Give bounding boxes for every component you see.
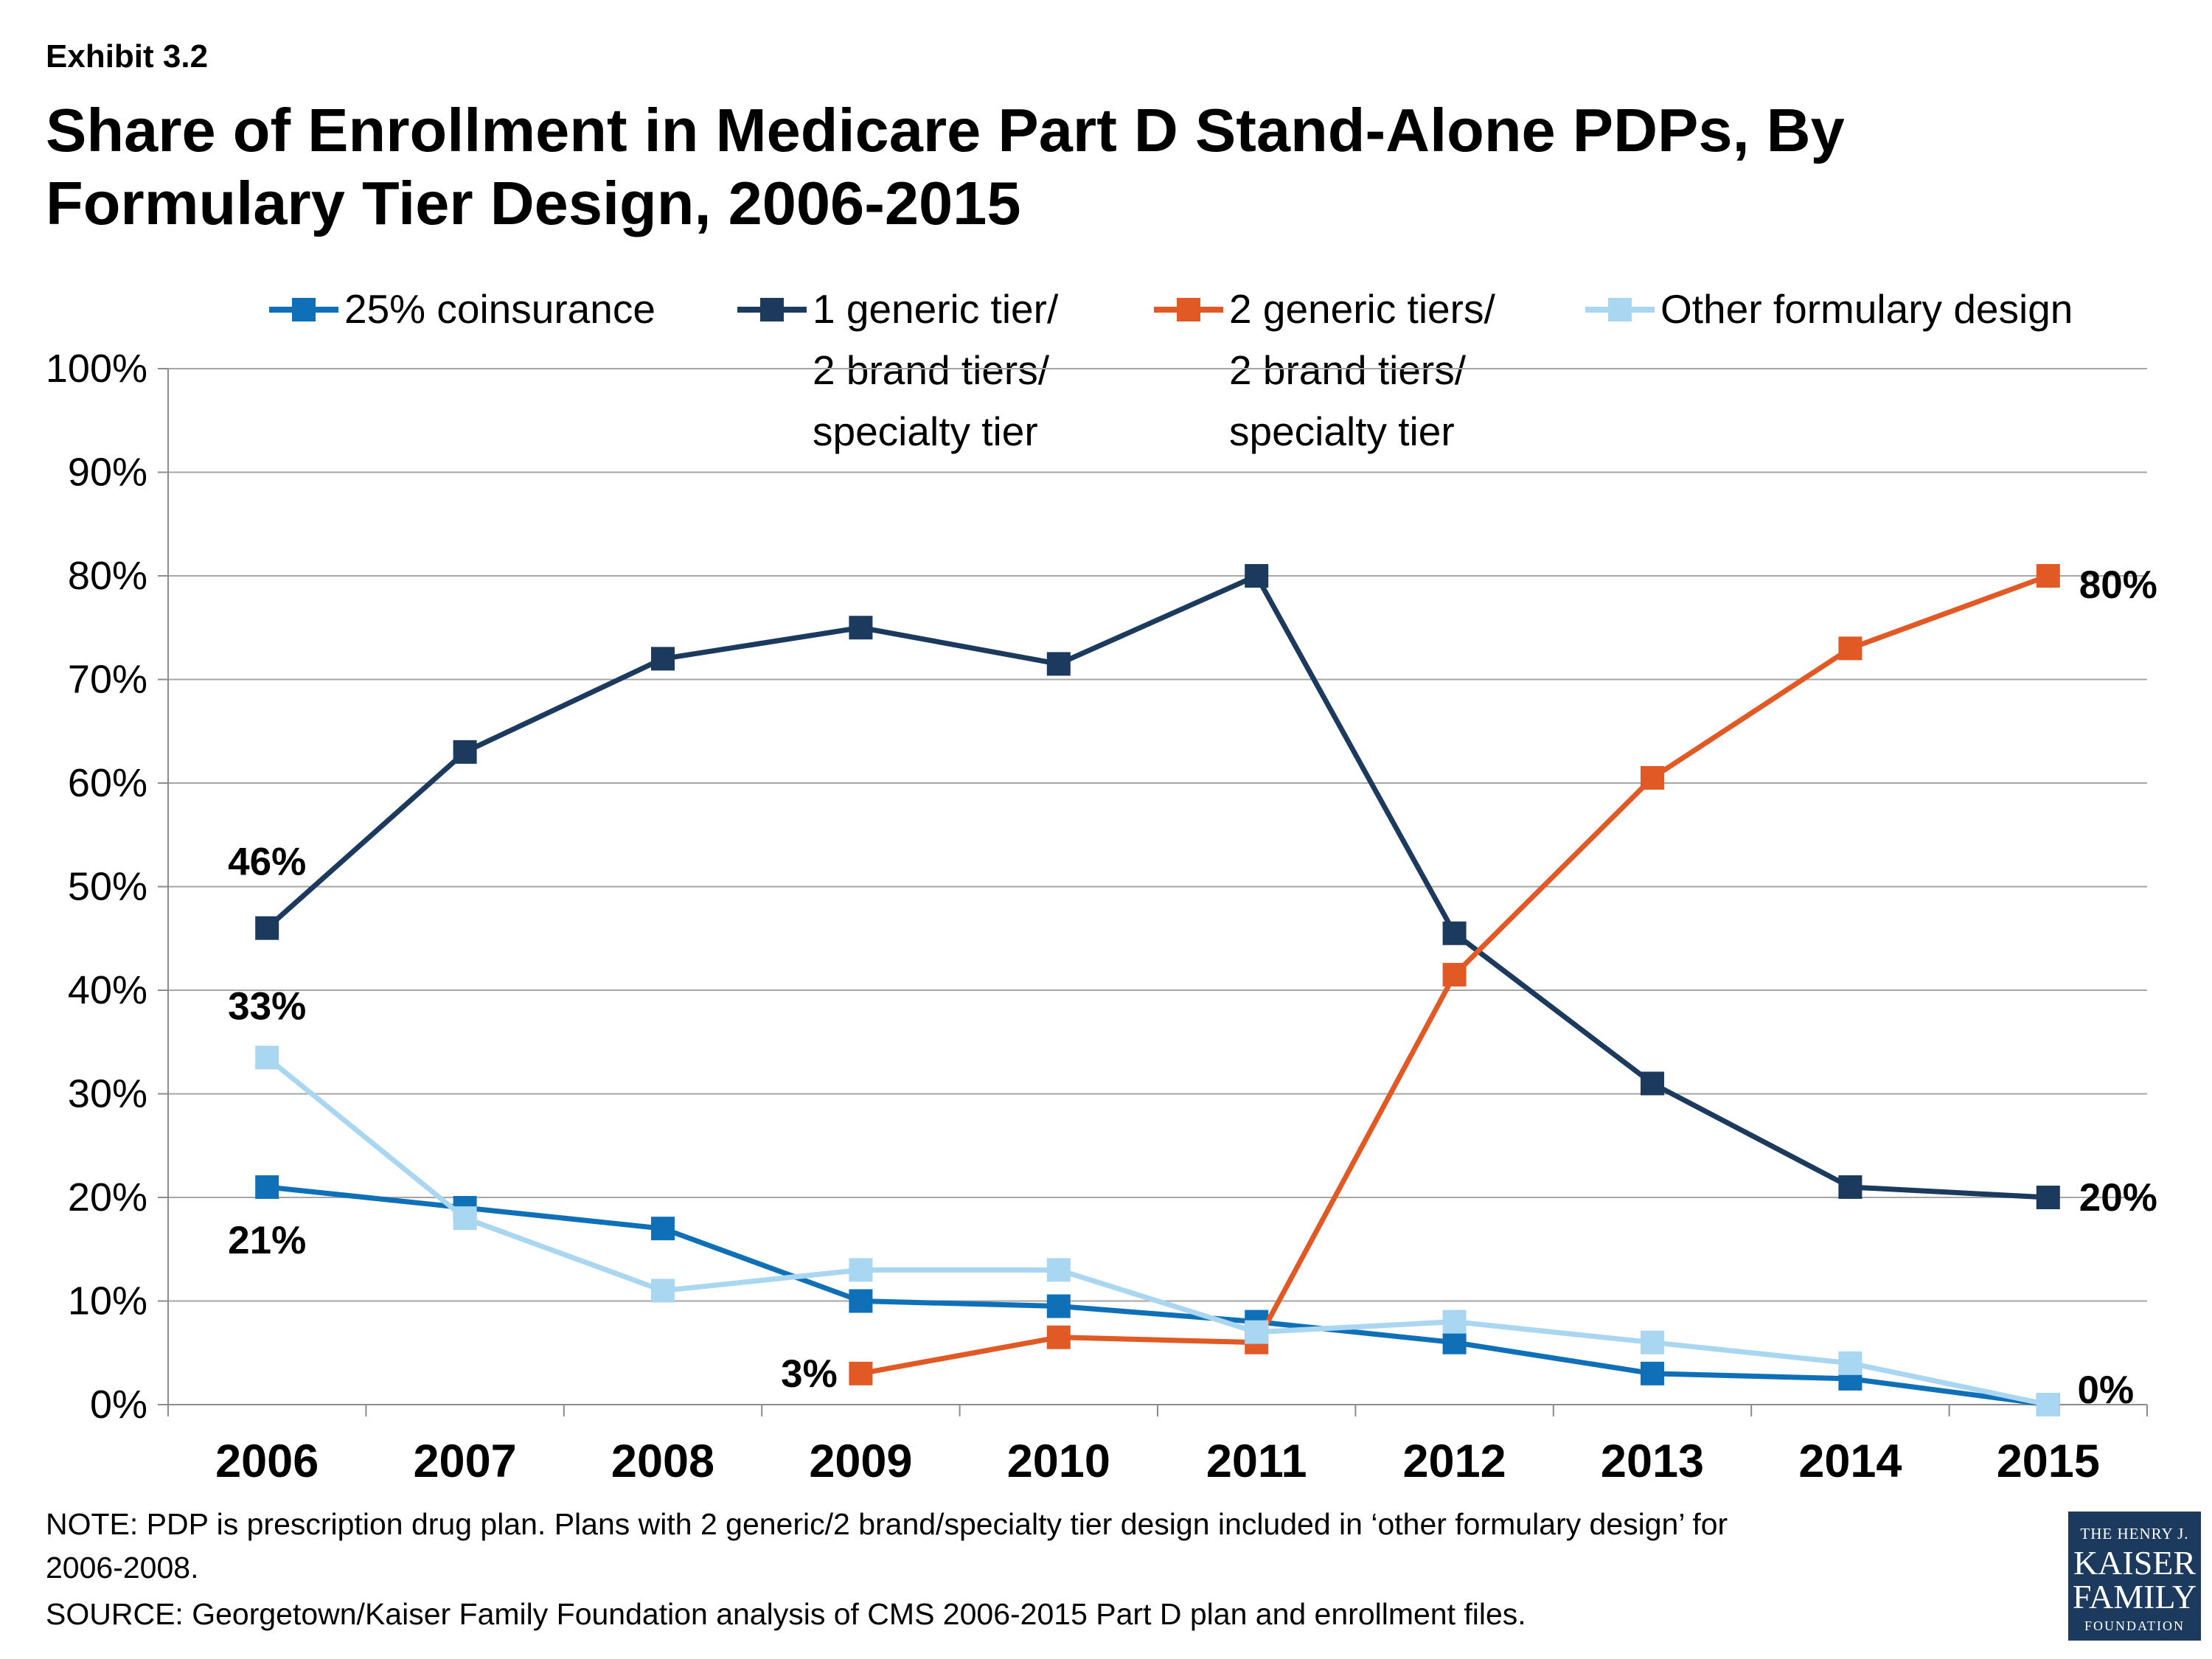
- series-line-25-coinsurance: [266, 1184, 2049, 1408]
- legend-marker-2-generic-tiers: [1154, 288, 1223, 332]
- chart-note: NOTE: PDP is prescription drug plan. Pla…: [46, 1507, 1728, 1585]
- data-label: 20%: [2079, 1176, 2157, 1220]
- series-line-1-generic-tier-2-brand-tiers-specialty-tier: [265, 573, 2048, 1200]
- x-tick-label: 2011: [1206, 1436, 1307, 1487]
- data-point-other-formulary-design: [651, 1279, 675, 1303]
- logo-line-1: THE HENRY J.: [2080, 1525, 2189, 1543]
- y-tick-label: 0%: [90, 1382, 147, 1427]
- data-point-2-generic-tiers-2-brand-tiers-specialty-tier: [849, 1361, 873, 1385]
- x-tick-label: 2010: [1007, 1436, 1110, 1487]
- legend-marker-coinsurance: [269, 288, 338, 332]
- data-point-other-formulary-design: [1046, 1258, 1071, 1282]
- x-tick-label: 2012: [1403, 1436, 1506, 1487]
- x-tick-label: 2015: [1997, 1436, 2100, 1487]
- data-point-1-generic-tier-2-brand-tiers-specialty-tier: [1245, 564, 1269, 588]
- legend-label-other-design: Other formulary design: [1660, 286, 2073, 332]
- legend-item-2-generic-tiers: 2 generic tiers/ 2 brand tiers/ specialt…: [1154, 286, 1495, 462]
- y-tick-label: 20%: [68, 1175, 147, 1220]
- y-tick-label: 100%: [46, 347, 147, 391]
- y-tick-label: 90%: [68, 451, 147, 495]
- y-tick-label: 50%: [68, 865, 147, 909]
- kff-logo: THE HENRY J. KAISER FAMILY FOUNDATION: [2068, 1512, 2201, 1641]
- data-point-25-coinsurance: [651, 1217, 675, 1241]
- data-point-25-coinsurance: [1046, 1294, 1071, 1318]
- data-point-other-formulary-design: [1245, 1320, 1269, 1344]
- data-point-1-generic-tier-2-brand-tiers-specialty-tier: [849, 616, 873, 640]
- logo-line-4: FOUNDATION: [2084, 1618, 2185, 1633]
- logo-line-2: KAISER: [2073, 1544, 2197, 1582]
- x-tick-label: 2008: [611, 1436, 714, 1487]
- x-tick-label: 2013: [1601, 1436, 1704, 1487]
- legend-marker-1-generic-tier: [737, 288, 807, 332]
- data-point-25-coinsurance: [849, 1289, 873, 1313]
- y-tick-label: 60%: [68, 761, 147, 805]
- chart-title: Share of Enrollment in Medicare Part D S…: [46, 96, 1845, 237]
- y-tick-label: 70%: [68, 658, 147, 702]
- y-tick-label: 80%: [68, 554, 147, 598]
- data-label: 0%: [2077, 1368, 2134, 1412]
- x-tick-label: 2006: [215, 1436, 319, 1487]
- y-tick-label: 40%: [68, 968, 147, 1012]
- data-label: 80%: [2079, 563, 2157, 607]
- data-label: 21%: [228, 1219, 306, 1262]
- data-point-2-generic-tiers-2-brand-tiers-specialty-tier: [1838, 636, 1863, 661]
- data-point-2-generic-tiers-2-brand-tiers-specialty-tier: [1442, 962, 1467, 987]
- data-point-other-formulary-design: [849, 1258, 873, 1282]
- logo-line-3: FAMILY: [2072, 1578, 2197, 1615]
- data-point-25-coinsurance: [255, 1175, 279, 1199]
- data-label: 33%: [228, 984, 306, 1028]
- data-point-1-generic-tier-2-brand-tiers-specialty-tier: [1046, 652, 1071, 676]
- legend-label-2-generic-tiers: 2 generic tiers/ 2 brand tiers/ specialt…: [1229, 286, 1495, 454]
- y-tick-label: 10%: [68, 1279, 147, 1324]
- chart-source: SOURCE: Georgetown/Kaiser Family Foundat…: [46, 1597, 1526, 1631]
- data-point-2-generic-tiers-2-brand-tiers-specialty-tier: [1641, 765, 1664, 790]
- data-point-other-formulary-design: [255, 1046, 279, 1070]
- legend-item-other-design: Other formulary design: [1585, 286, 2073, 340]
- data-point-1-generic-tier-2-brand-tiers-specialty-tier: [255, 916, 279, 940]
- data-point-1-generic-tier-2-brand-tiers-specialty-tier: [453, 740, 477, 764]
- data-point-1-generic-tier-2-brand-tiers-specialty-tier: [1838, 1175, 1863, 1199]
- legend-label-coinsurance: 25% coinsurance: [344, 286, 655, 332]
- x-tick-label: 2007: [414, 1436, 517, 1487]
- data-point-other-formulary-design: [1641, 1330, 1664, 1354]
- data-point-2-generic-tiers-2-brand-tiers-specialty-tier: [1046, 1325, 1071, 1349]
- legend-label-1-generic-tier: 1 generic tier/ 2 brand tiers/ specialty…: [813, 286, 1059, 454]
- data-point-1-generic-tier-2-brand-tiers-specialty-tier: [1641, 1071, 1664, 1096]
- data-point-other-formulary-design: [453, 1206, 477, 1231]
- data-point-other-formulary-design: [1442, 1310, 1467, 1334]
- data-point-1-generic-tier-2-brand-tiers-specialty-tier: [651, 647, 675, 671]
- legend-item-1-generic-tier: 1 generic tier/ 2 brand tiers/ specialty…: [737, 286, 1058, 462]
- exhibit-label: Exhibit 3.2: [46, 38, 209, 74]
- data-label: 46%: [228, 841, 306, 884]
- x-tick-label: 2014: [1798, 1436, 1902, 1487]
- y-tick-label: 30%: [68, 1072, 147, 1116]
- chart-legend: 25% coinsurance 1 generic tier/ 2 brand …: [0, 0, 2212, 472]
- data-point-2-generic-tiers-2-brand-tiers-specialty-tier: [2036, 564, 2060, 588]
- data-point-25-coinsurance: [1442, 1330, 1467, 1354]
- x-tick-label: 2009: [809, 1436, 912, 1487]
- data-point-other-formulary-design: [1838, 1351, 1863, 1375]
- data-point-1-generic-tier-2-brand-tiers-specialty-tier: [2036, 1186, 2060, 1209]
- data-label: 3%: [781, 1352, 838, 1396]
- data-point-1-generic-tier-2-brand-tiers-specialty-tier: [1442, 921, 1467, 945]
- legend-marker-other-design: [1585, 288, 1655, 332]
- legend-item-coinsurance: 25% coinsurance: [269, 286, 655, 340]
- data-point-other-formulary-design: [2036, 1393, 2060, 1416]
- series-line-other-formulary-design: [265, 1055, 2049, 1408]
- data-point-25-coinsurance: [1641, 1361, 1664, 1385]
